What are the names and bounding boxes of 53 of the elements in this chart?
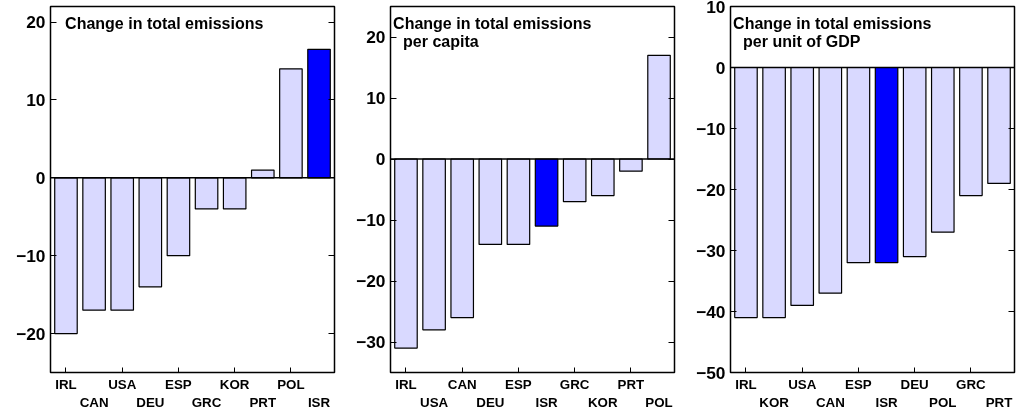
x-tick-label: CAN (447, 376, 477, 392)
y-tick-label: −10 (696, 118, 726, 139)
y-tick-label: 0 (35, 167, 46, 188)
x-tick-label: IRL (395, 376, 417, 392)
x-tick-label: ESP (845, 376, 872, 392)
x-tick-label: PRT (617, 376, 645, 392)
y-tick-label: 0 (715, 57, 726, 78)
x-tick-label: USA (420, 394, 449, 410)
x-tick-label: DEU (900, 376, 929, 392)
x-tick-label: CAN (815, 394, 845, 410)
x-tick-label: PRT (249, 394, 277, 410)
y-tick-label: −30 (356, 332, 386, 352)
y-tick-label: −20 (696, 179, 726, 200)
x-tick-label: IRL (55, 376, 77, 392)
x-tick-label: ESP (505, 376, 532, 392)
x-tick-label: GRC (559, 376, 590, 392)
x-tick-label: PRT (985, 394, 1013, 410)
x-tick-label: CAN (79, 394, 109, 410)
text: Change in total emissions (393, 14, 592, 32)
x-tick-label: POL (277, 376, 305, 392)
y-tick-label: 20 (366, 27, 386, 47)
x-tick-label: IRL (735, 376, 757, 392)
x-tick-label: ISR (875, 394, 899, 410)
text: Change in total emissions (733, 14, 932, 32)
x-tick-label: KOR (587, 394, 618, 410)
x-tick-label: POL (929, 394, 957, 410)
y-tick-label: −50 (696, 362, 726, 383)
x-tick-label: GRC (191, 394, 222, 410)
y-tick-label: −20 (356, 271, 386, 291)
y-tick-label: −10 (356, 210, 386, 230)
x-tick-label: ISR (535, 394, 559, 410)
x-tick-label: KOR (759, 394, 790, 410)
y-tick-label: 10 (706, 0, 726, 17)
x-tick-label: DEU (136, 394, 165, 410)
y-tick-label: 20 (26, 12, 46, 33)
x-tick-label: ESP (165, 376, 192, 392)
x-tick-label: KOR (219, 376, 250, 392)
y-tick-label: 0 (375, 149, 386, 169)
text: Change in total emissions (65, 14, 264, 32)
y-tick-label: −40 (696, 301, 726, 322)
x-tick-label: ISR (307, 394, 331, 410)
x-tick-label: USA (108, 376, 137, 392)
y-tick-label: −10 (16, 245, 46, 266)
y-tick-label: 10 (366, 88, 386, 108)
y-tick-label: −30 (696, 240, 726, 261)
x-tick-label: DEU (476, 394, 505, 410)
x-tick-label: POL (645, 394, 673, 410)
y-tick-label: −20 (16, 323, 46, 344)
text: per unit of GDP (743, 32, 861, 50)
x-tick-label: GRC (956, 376, 987, 392)
text: per capita (403, 32, 479, 50)
x-tick-label: USA (788, 376, 817, 392)
y-tick-label: 10 (26, 89, 46, 110)
